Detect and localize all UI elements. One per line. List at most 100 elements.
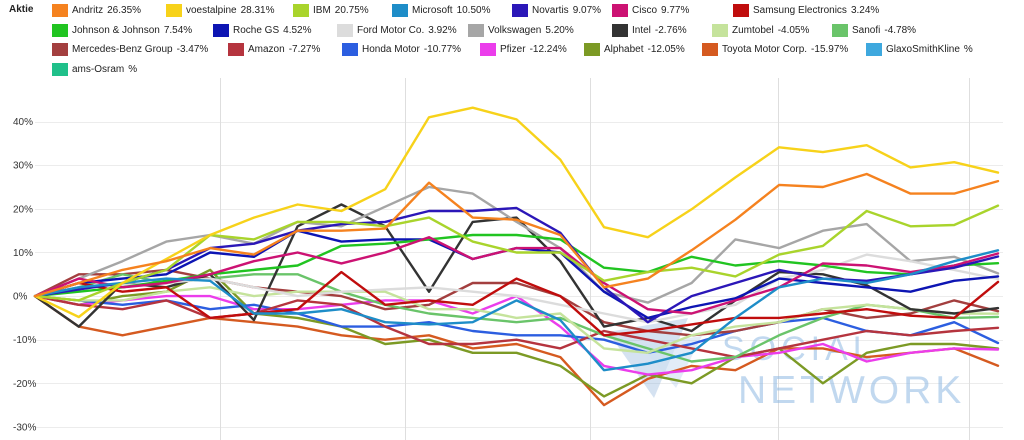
- legend-change-value: 28.31%: [240, 4, 275, 16]
- watermark-logo-shape: [608, 318, 688, 398]
- legend-change-value: -10.77%: [423, 43, 462, 55]
- legend-change-value: -4.78%: [884, 24, 917, 36]
- legend-swatch: [228, 42, 244, 56]
- series-line-toyota-motor-corp: [33, 294, 1000, 407]
- legend-item-honda-motor[interactable]: Honda Motor -10.77%: [342, 42, 461, 56]
- legend-item-sanofi[interactable]: Sanofi -4.78%: [832, 23, 916, 37]
- legend-label: Honda Motor: [362, 43, 420, 55]
- legend-label: Pfizer: [500, 43, 526, 55]
- legend-swatch: [866, 42, 882, 56]
- legend-item-ibm[interactable]: IBM 20.75%: [293, 3, 369, 17]
- legend-label: Andritz: [72, 4, 104, 16]
- series-line-ibm: [33, 204, 1000, 302]
- legend-item-alphabet[interactable]: Alphabet -12.05%: [584, 42, 685, 56]
- legend-item-ford-motor-co[interactable]: Ford Motor Co. 3.92%: [337, 23, 457, 37]
- legend-swatch: [702, 42, 718, 56]
- legend-swatch: [468, 23, 484, 37]
- legend-change-value: 20.75%: [334, 4, 369, 16]
- series-line-zumtobel: [33, 286, 1000, 354]
- legend-change-value: -15.97%: [811, 43, 849, 55]
- y-tick-label: 30%: [13, 161, 33, 172]
- series-line-microsoft: [33, 249, 1000, 372]
- legend-label: Cisco: [632, 4, 658, 16]
- legend: Aktie Andritz 26.35% voestalpine 28.31% IBM 2…: [0, 0, 1024, 78]
- legend-change-value: %: [128, 63, 138, 75]
- legend-change-value: %: [963, 43, 973, 55]
- y-tick-label: 40%: [13, 117, 33, 128]
- legend-item-pfizer[interactable]: Pfizer -12.24%: [480, 42, 567, 56]
- legend-item-johnson-johnson[interactable]: Johnson & Johnson 7.54%: [52, 23, 192, 37]
- legend-change-value: 3.92%: [428, 24, 457, 36]
- y-axis: 40% 30% 20% 10% 0% -10% -20% -30%: [13, 117, 36, 433]
- legend-item-intel[interactable]: Intel -2.76%: [612, 23, 687, 37]
- legend-swatch: [52, 42, 68, 56]
- legend-swatch: [480, 42, 496, 56]
- y-tick-label: 20%: [13, 204, 33, 215]
- legend-swatch: [512, 3, 528, 17]
- series-line-andritz: [33, 172, 1000, 298]
- legend-swatch: [733, 3, 749, 17]
- legend-item-mercedes-benz-group[interactable]: Mercedes-Benz Group -3.47%: [52, 42, 208, 56]
- legend-item-voestalpine[interactable]: voestalpine 28.31%: [166, 3, 275, 17]
- legend-swatch: [612, 23, 628, 37]
- legend-title: Aktie: [9, 4, 34, 15]
- legend-change-value: -12.24%: [529, 43, 567, 55]
- legend-item-microsoft[interactable]: Microsoft 10.50%: [392, 3, 490, 17]
- legend-item-andritz[interactable]: Andritz 26.35%: [52, 3, 141, 17]
- legend-swatch: [832, 23, 848, 37]
- legend-item-volkswagen[interactable]: Volkswagen 5.20%: [468, 23, 574, 37]
- watermark-text-bottom: NETWORK: [738, 369, 965, 412]
- legend-label: IBM: [313, 4, 331, 16]
- legend-change-value: 3.24%: [850, 4, 880, 16]
- legend-item-cisco[interactable]: Cisco 9.77%: [612, 3, 689, 17]
- legend-label: Alphabet: [604, 43, 644, 55]
- series-line-samsung-electronics: [33, 270, 1000, 337]
- y-tick-label: 0%: [13, 292, 28, 303]
- legend-label: Microsoft: [412, 4, 453, 16]
- legend-label: Johnson & Johnson: [72, 24, 160, 36]
- legend-change-value: 4.52%: [283, 24, 312, 36]
- legend-swatch: [52, 23, 68, 37]
- legend-change-value: -3.47%: [176, 43, 209, 55]
- legend-label: voestalpine: [186, 4, 237, 16]
- legend-swatch: [337, 23, 353, 37]
- y-tick-label: 10%: [13, 248, 33, 259]
- legend-change-value: 26.35%: [107, 4, 142, 16]
- legend-item-novartis[interactable]: Novartis 9.07%: [512, 3, 601, 17]
- legend-change-value: -12.05%: [647, 43, 685, 55]
- series-line-cisco: [33, 236, 1000, 315]
- legend-item-zumtobel[interactable]: Zumtobel -4.05%: [712, 23, 809, 37]
- legend-change-value: -2.76%: [654, 24, 687, 36]
- y-tick-label: -30%: [13, 422, 36, 433]
- legend-change-value: 10.50%: [456, 4, 491, 16]
- legend-change-value: 9.07%: [572, 4, 602, 16]
- legend-label: Novartis: [532, 4, 569, 16]
- legend-item-amazon[interactable]: Amazon -7.27%: [228, 42, 320, 56]
- legend-change-value: 9.77%: [661, 4, 690, 16]
- legend-item-ams-osram[interactable]: ams-Osram%: [52, 62, 137, 76]
- y-tick-label: -10%: [13, 335, 36, 346]
- series-line-amazon: [33, 294, 1000, 359]
- y-tick-label: -20%: [13, 379, 36, 390]
- legend-item-roche-gs[interactable]: Roche GS 4.52%: [213, 23, 312, 37]
- legend-label: Sanofi: [852, 24, 881, 36]
- legend-swatch: [213, 23, 229, 37]
- legend-swatch: [612, 3, 628, 17]
- legend-label: Amazon: [248, 43, 285, 55]
- legend-item-glaxosmithkline[interactable]: GlaxoSmithKline%: [866, 42, 973, 56]
- series-line-intel: [33, 203, 1000, 333]
- legend-item-samsung-electronics[interactable]: Samsung Electronics 3.24%: [733, 3, 879, 17]
- legend-label: ams-Osram: [72, 63, 125, 75]
- legend-label: Samsung Electronics: [753, 4, 847, 16]
- legend-item-toyota-motor-corp[interactable]: Toyota Motor Corp. -15.97%: [702, 42, 848, 56]
- legend-swatch: [342, 42, 358, 56]
- legend-label: GlaxoSmithKline: [886, 43, 960, 55]
- legend-label: Intel: [632, 24, 651, 36]
- legend-label: Ford Motor Co.: [357, 24, 425, 36]
- legend-swatch: [392, 3, 408, 17]
- legend-label: Zumtobel: [732, 24, 774, 36]
- legend-change-value: -4.05%: [777, 24, 810, 36]
- legend-swatch: [166, 3, 182, 17]
